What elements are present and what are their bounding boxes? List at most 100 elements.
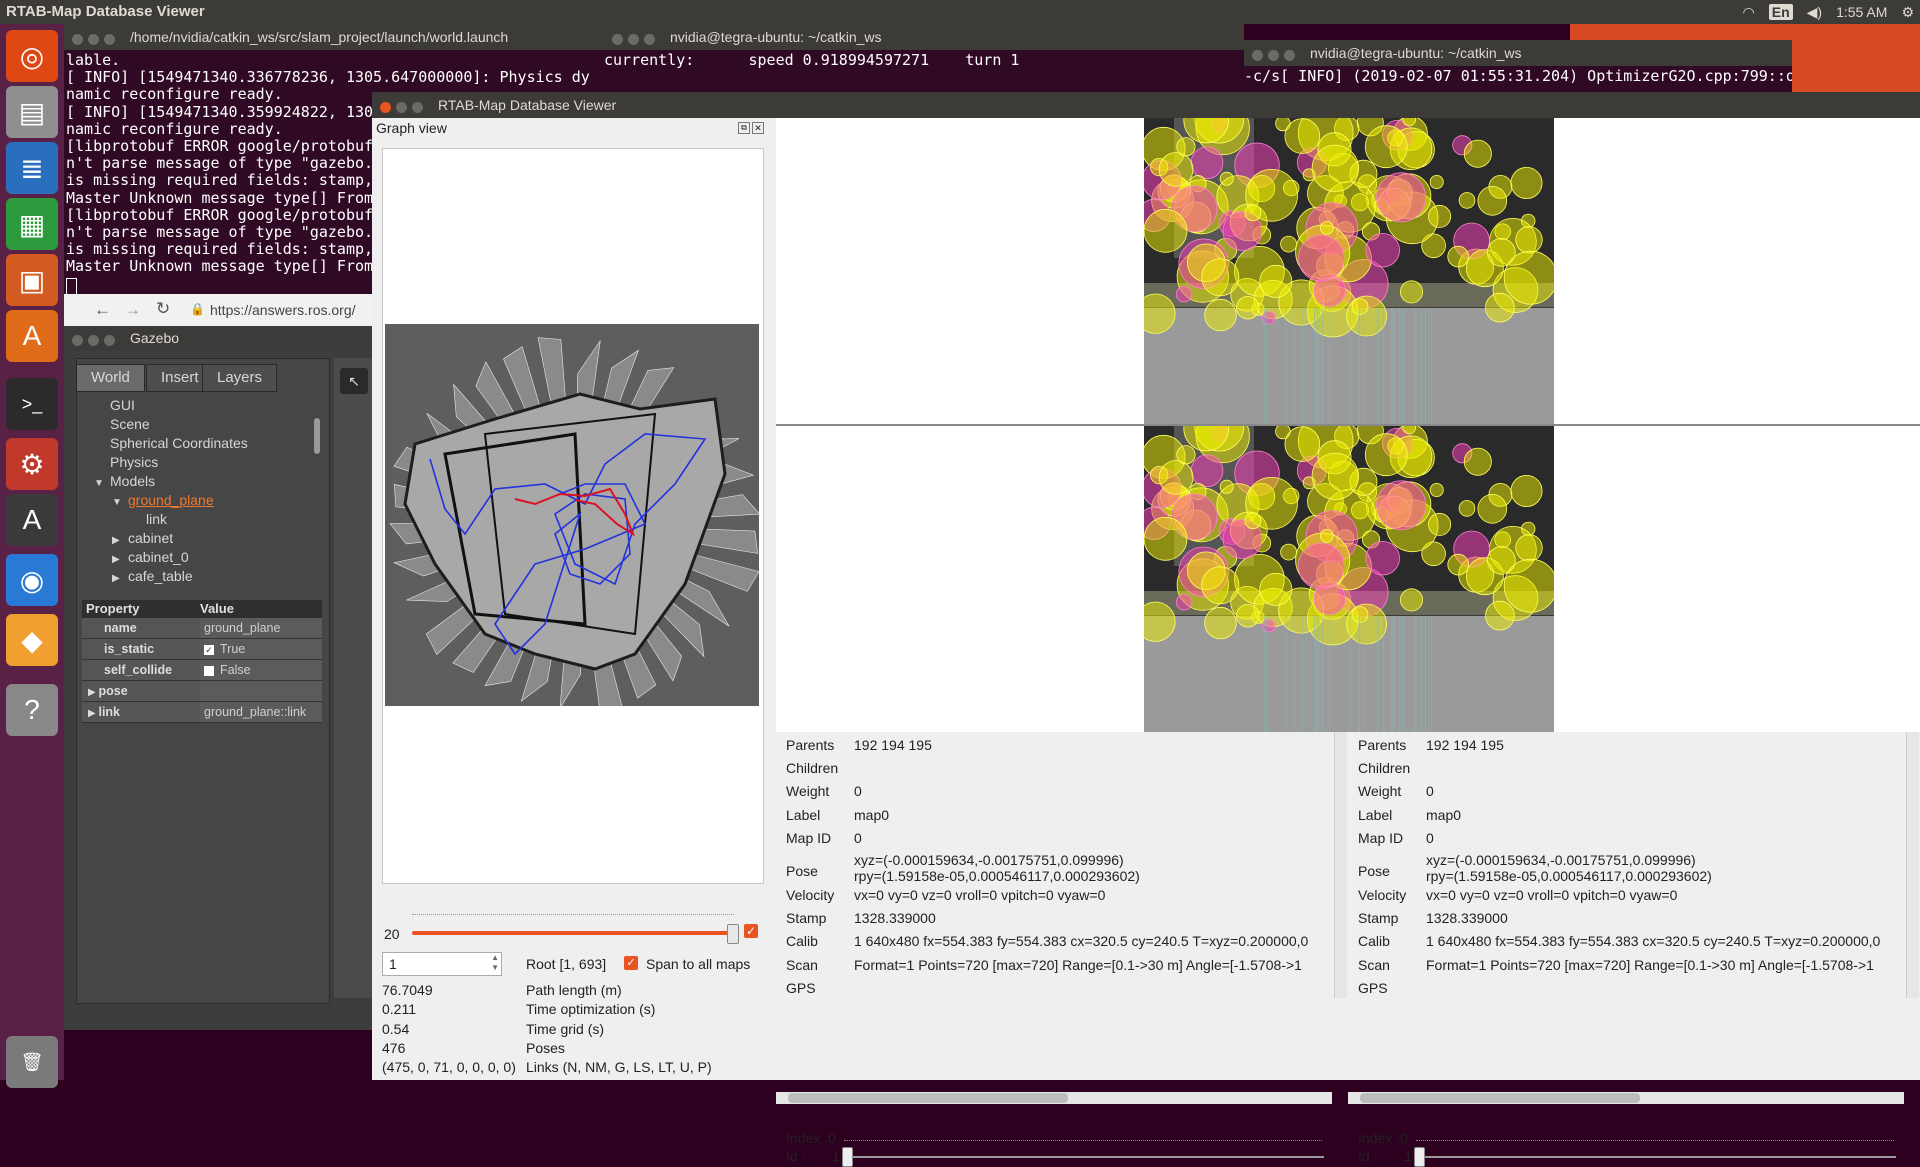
terminal-titlebar[interactable]: /home/nvidia/catkin_ws/src/slam_project/…: [64, 24, 612, 50]
launcher-help-icon[interactable]: ?: [6, 684, 58, 736]
launcher-software-updater-icon[interactable]: A: [6, 494, 58, 546]
close-dock-icon[interactable]: ✕: [752, 122, 764, 134]
wifi-icon[interactable]: ◠: [1742, 3, 1755, 20]
keyboard-layout-indicator[interactable]: En: [1768, 4, 1793, 20]
property-checkbox[interactable]: [204, 665, 214, 676]
property-value[interactable]: ground_plane: [200, 618, 322, 638]
minimize-icon[interactable]: [1268, 50, 1279, 62]
launcher-writer-icon[interactable]: ≣: [6, 142, 58, 194]
info-right-vscroll[interactable]: [1906, 732, 1919, 998]
terminal-window-2[interactable]: nvidia@tegra-ubuntu: ~/catkin_ws current…: [604, 24, 1244, 96]
property-value[interactable]: ground_plane::link: [200, 702, 322, 722]
launcher-software-center-icon[interactable]: A: [6, 310, 58, 362]
gazebo-3d-viewport[interactable]: ↖: [334, 358, 372, 998]
tree-item[interactable]: Spherical Coordinates: [76, 434, 322, 453]
maximize-icon[interactable]: [1284, 50, 1295, 62]
launcher-chromium-icon[interactable]: ◉: [6, 554, 58, 606]
maximize-icon[interactable]: [412, 102, 423, 114]
gazebo-titlebar[interactable]: Gazebo: [64, 326, 372, 350]
float-dock-icon[interactable]: ⧉: [738, 122, 750, 134]
launcher-calc-icon[interactable]: ▦: [6, 198, 58, 250]
info-right-hscroll[interactable]: [1348, 1092, 1904, 1104]
property-row[interactable]: self_collide False: [82, 660, 322, 681]
close-icon[interactable]: [380, 102, 391, 114]
property-value[interactable]: False: [200, 660, 322, 680]
chevron-right-icon[interactable]: ▶: [112, 535, 120, 546]
forward-icon[interactable]: →: [124, 300, 141, 319]
minimize-icon[interactable]: [396, 102, 407, 114]
graph-canvas[interactable]: [382, 148, 764, 884]
span-all-maps-checkbox[interactable]: ✓: [624, 956, 638, 970]
volume-icon[interactable]: ◀): [1806, 3, 1823, 20]
terminal-titlebar[interactable]: nvidia@tegra-ubuntu: ~/catkin_ws: [604, 24, 1244, 50]
close-icon[interactable]: [72, 335, 83, 347]
tree-item[interactable]: ▼ Models: [76, 472, 322, 491]
tree-item[interactable]: ▶ cafe_table: [76, 567, 322, 586]
launcher-terminal-icon[interactable]: >_: [6, 378, 58, 430]
launcher-trash-icon[interactable]: 🗑: [6, 1036, 58, 1088]
iterations-slider[interactable]: [412, 931, 734, 935]
window-controls[interactable]: [612, 25, 660, 50]
launcher-gazebo-icon[interactable]: ◆: [6, 614, 58, 666]
tree-item[interactable]: ▶ cabinet_0: [76, 548, 322, 567]
terminal-output[interactable]: currently: speed 0.918994597271 turn 1: [604, 50, 1244, 96]
window-controls[interactable]: [380, 93, 428, 118]
chevron-down-icon[interactable]: ▼: [112, 497, 122, 508]
rtabmap-titlebar[interactable]: RTAB-Map Database Viewer: [372, 92, 1920, 118]
property-row[interactable]: name ground_plane: [82, 618, 322, 639]
maximize-icon[interactable]: [104, 34, 115, 46]
index-slider[interactable]: [846, 1156, 1324, 1158]
property-checkbox[interactable]: ✓: [204, 644, 214, 655]
maximize-icon[interactable]: [644, 34, 655, 46]
window-controls[interactable]: [1252, 41, 1300, 66]
terminal-titlebar[interactable]: nvidia@tegra-ubuntu: ~/catkin_ws: [1244, 40, 1792, 66]
launcher-impress-icon[interactable]: ▣: [6, 254, 58, 306]
gear-icon[interactable]: ⚙: [1901, 3, 1914, 20]
image-view-right[interactable]: [776, 425, 1920, 732]
back-icon[interactable]: ←: [94, 300, 111, 319]
tree-item[interactable]: ▼ ground_plane: [76, 491, 322, 510]
close-icon[interactable]: [612, 34, 623, 46]
launcher-ubuntu-dash-icon[interactable]: ◎: [6, 30, 58, 82]
index-slider-handle[interactable]: [842, 1147, 853, 1167]
select-mode-icon[interactable]: ↖: [340, 368, 368, 394]
window-controls[interactable]: [72, 327, 120, 350]
minimize-icon[interactable]: [88, 335, 99, 347]
chevron-right-icon[interactable]: ▶: [88, 708, 99, 719]
slider-checkbox[interactable]: ✓: [744, 924, 758, 938]
reload-icon[interactable]: ↻: [156, 299, 171, 318]
terminal-window-3[interactable]: nvidia@tegra-ubuntu: ~/catkin_ws -c/s[ I…: [1244, 40, 1792, 96]
clock[interactable]: 1:55 AM: [1836, 4, 1888, 20]
property-row[interactable]: is_static ✓ True: [82, 639, 322, 660]
index-slider[interactable]: [1418, 1156, 1896, 1158]
tree-item[interactable]: ▶ cabinet: [76, 529, 322, 548]
tab-world[interactable]: World: [76, 364, 145, 392]
window-controls[interactable]: [72, 25, 120, 50]
chevron-down-icon[interactable]: ▼: [94, 478, 104, 489]
spin-arrows-icon[interactable]: ▲ ▼: [491, 953, 499, 972]
property-value[interactable]: ✓ True: [200, 639, 322, 659]
root-spinbox[interactable]: 1 ▲ ▼: [382, 952, 502, 976]
tree-item[interactable]: Physics: [76, 453, 322, 472]
maximize-icon[interactable]: [104, 335, 115, 347]
slider-handle[interactable]: [727, 924, 739, 944]
chevron-right-icon[interactable]: ▶: [88, 687, 99, 698]
minimize-icon[interactable]: [88, 34, 99, 46]
url-bar[interactable]: https://answers.ros.org/: [210, 302, 356, 318]
terminal-output[interactable]: -c/s[ INFO] (2019-02-07 01:55:31.204) Op…: [1244, 66, 1792, 96]
chevron-right-icon[interactable]: ▶: [112, 554, 120, 565]
info-left-vscroll[interactable]: [1334, 732, 1347, 998]
property-value[interactable]: [200, 681, 322, 701]
index-slider-handle[interactable]: [1414, 1147, 1425, 1167]
launcher-files-icon[interactable]: ▤: [6, 86, 58, 138]
image-view-left[interactable]: [776, 118, 1920, 425]
close-icon[interactable]: [72, 34, 83, 46]
info-left-hscroll[interactable]: [776, 1092, 1332, 1104]
tree-item[interactable]: Scene: [76, 415, 322, 434]
minimize-icon[interactable]: [628, 34, 639, 46]
tree-item[interactable]: link: [76, 510, 322, 529]
tab-layers[interactable]: Layers: [202, 364, 278, 392]
property-row[interactable]: ▶ link ground_plane::link: [82, 702, 322, 723]
chevron-right-icon[interactable]: ▶: [112, 573, 120, 584]
close-icon[interactable]: [1252, 50, 1263, 62]
